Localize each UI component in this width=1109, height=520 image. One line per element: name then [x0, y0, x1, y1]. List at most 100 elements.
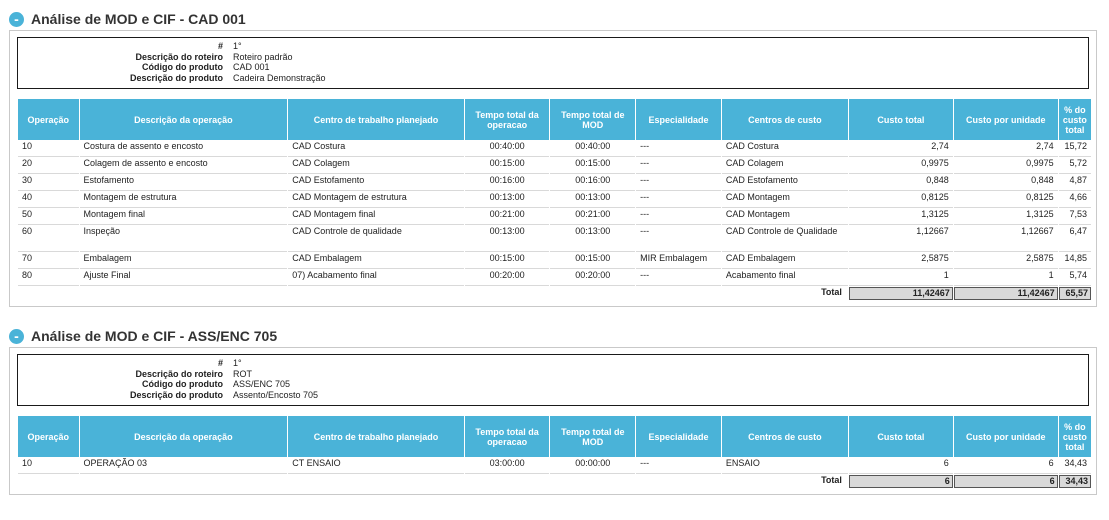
cell-cost-center: CAD Costura — [721, 141, 848, 157]
table-header-row: Operação Descrição da operação Centro de… — [18, 416, 1091, 457]
cell-specialty: --- — [636, 226, 721, 252]
col-header-operation[interactable]: Operação — [18, 416, 79, 457]
cell-cost-center: CAD Montagem — [721, 209, 848, 225]
total-cost-value: 6 — [848, 475, 953, 488]
table-row: 70 Embalagem CAD Embalagem 00:15:00 00:15:00… — [18, 253, 1091, 269]
cell-operation-desc: Montagem final — [79, 209, 288, 225]
analysis-section-ass-enc-705: - Análise de MOD e CIF - ASS/ENC 705 #1°… — [9, 325, 1097, 495]
cell-total-cost: 0,9975 — [848, 158, 953, 174]
cell-cost-percent: 4,87 — [1058, 175, 1091, 191]
col-header-unit-cost[interactable]: Custo por unidade — [953, 416, 1058, 457]
cell-operation: 30 — [18, 175, 79, 191]
col-header-cost-percent[interactable]: % do custo total — [1058, 99, 1091, 140]
col-header-cost-centers[interactable]: Centros de custo — [721, 416, 848, 457]
cell-specialty: --- — [636, 270, 721, 286]
cell-specialty: --- — [636, 141, 721, 157]
cell-specialty: --- — [636, 158, 721, 174]
cell-operation: 50 — [18, 209, 79, 225]
cell-unit-cost: 1 — [953, 270, 1058, 286]
col-header-specialty[interactable]: Especialidade — [636, 416, 721, 457]
col-header-unit-cost[interactable]: Custo por unidade — [953, 99, 1058, 140]
col-header-total-cost[interactable]: Custo total — [848, 99, 953, 140]
cell-total-cost: 2,5875 — [848, 253, 953, 269]
info-value-routing-desc: ROT — [233, 368, 252, 379]
table-row: 10 OPERAÇÃO 03 CT ENSAIO 03:00:00 00:00:00 --… — [18, 458, 1091, 474]
cell-operation-time: 00:21:00 — [464, 209, 550, 225]
col-header-operation-desc[interactable]: Descrição da operação — [79, 99, 288, 140]
col-header-operation-time[interactable]: Tempo total da operacao — [464, 99, 550, 140]
cell-unit-cost: 0,848 — [953, 175, 1058, 191]
cell-work-center: CAD Controle de qualidade — [288, 226, 464, 252]
col-header-work-center[interactable]: Centro de trabalho planejado — [288, 416, 464, 457]
cell-operation-time: 00:16:00 — [464, 175, 550, 191]
cell-unit-cost: 6 — [953, 458, 1058, 474]
cell-specialty: --- — [636, 175, 721, 191]
col-header-total-cost[interactable]: Custo total — [848, 416, 953, 457]
total-percent-value: 65,57 — [1058, 287, 1091, 300]
analysis-section-cad-001: - Análise de MOD e CIF - CAD 001 #1° Des… — [9, 8, 1097, 307]
cell-operation-time: 03:00:00 — [464, 458, 550, 474]
total-unit-cost-value: 6 — [953, 475, 1058, 488]
cell-total-cost: 0,8125 — [848, 192, 953, 208]
cell-total-cost: 2,74 — [848, 141, 953, 157]
col-header-cost-centers[interactable]: Centros de custo — [721, 99, 848, 140]
cell-operation-desc: Estofamento — [79, 175, 288, 191]
info-label-number: # — [217, 358, 223, 368]
cell-unit-cost: 2,5875 — [953, 253, 1058, 269]
cell-specialty: MIR Embalagem — [636, 253, 721, 269]
cell-cost-percent: 7,53 — [1058, 209, 1091, 225]
table-row: 40 Montagem de estrutura CAD Montagem de e… — [18, 192, 1091, 208]
cell-cost-center: Acabamento final — [721, 270, 848, 286]
cell-operation-time: 00:13:00 — [464, 192, 550, 208]
cell-work-center: CAD Estofamento — [288, 175, 464, 191]
cell-operation-desc: Ajuste Final — [79, 270, 288, 286]
cell-operation: 20 — [18, 158, 79, 174]
cell-mod-time: 00:21:00 — [550, 209, 636, 225]
cell-mod-time: 00:40:00 — [550, 141, 636, 157]
info-label-routing-desc: Descrição do roteiro — [135, 51, 223, 62]
cell-unit-cost: 0,8125 — [953, 192, 1058, 208]
table-row: 10 Costura de assento e encosto CAD Costur… — [18, 141, 1091, 157]
col-header-operation-time[interactable]: Tempo total da operacao — [464, 416, 550, 457]
cell-operation: 10 — [18, 458, 79, 474]
cell-cost-center: CAD Colagem — [721, 158, 848, 174]
cell-work-center: CAD Montagem final — [288, 209, 464, 225]
operations-table: Operação Descrição da operação Centro de… — [17, 415, 1092, 489]
cell-unit-cost: 1,12667 — [953, 226, 1058, 252]
cell-cost-percent: 4,66 — [1058, 192, 1091, 208]
total-unit-cost-value: 11,42467 — [953, 287, 1058, 300]
col-header-mod-time[interactable]: Tempo total de MOD — [550, 416, 636, 457]
col-header-operation-desc[interactable]: Descrição da operação — [79, 416, 288, 457]
cell-operation-time: 00:15:00 — [464, 253, 550, 269]
table-row: 60 Inspeção CAD Controle de qualidade 00:13… — [18, 226, 1091, 252]
col-header-work-center[interactable]: Centro de trabalho planejado — [288, 99, 464, 140]
info-label-product-code: Código do produto — [142, 379, 223, 389]
table-header-row: Operação Descrição da operação Centro de… — [18, 99, 1091, 140]
cell-mod-time: 00:13:00 — [550, 226, 636, 252]
cell-operation-time: 00:20:00 — [464, 270, 550, 286]
col-header-specialty[interactable]: Especialidade — [636, 99, 721, 140]
cell-operation-time: 00:13:00 — [464, 226, 550, 252]
cell-operation: 40 — [18, 192, 79, 208]
col-header-cost-percent[interactable]: % do custo total — [1058, 416, 1091, 457]
col-header-operation[interactable]: Operação — [18, 99, 79, 140]
cell-unit-cost: 1,3125 — [953, 209, 1058, 225]
cell-specialty: --- — [636, 192, 721, 208]
cell-operation-desc: Embalagem — [79, 253, 288, 269]
cell-operation-desc: Montagem de estrutura — [79, 192, 288, 208]
operations-table: Operação Descrição da operação Centro de… — [17, 98, 1092, 301]
collapse-toggle-icon[interactable]: - — [9, 11, 24, 27]
info-label-number: # — [217, 41, 223, 51]
col-header-mod-time[interactable]: Tempo total de MOD — [550, 99, 636, 140]
section-panel: #1° Descrição do roteiro ROT Código do pr… — [9, 347, 1097, 495]
section-title: Análise de MOD e CIF - ASS/ENC 705 — [31, 328, 278, 344]
collapse-toggle-icon[interactable]: - — [9, 328, 24, 344]
cell-cost-percent: 5,74 — [1058, 270, 1091, 286]
cell-mod-time: 00:20:00 — [550, 270, 636, 286]
cell-work-center: CAD Montagem de estrutura — [288, 192, 464, 208]
info-label-product-desc: Descrição do produto — [129, 72, 223, 83]
info-value-number: 1° — [233, 41, 242, 51]
cell-operation-time: 00:15:00 — [464, 158, 550, 174]
cell-cost-center: ENSAIO — [721, 458, 848, 474]
cell-operation-desc: Colagem de assento e encosto — [79, 158, 288, 174]
